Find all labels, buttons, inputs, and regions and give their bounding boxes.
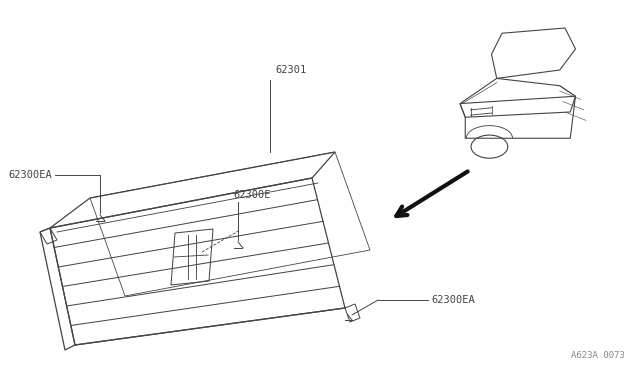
Text: A623A 0073: A623A 0073 xyxy=(572,351,625,360)
Text: 62300EA: 62300EA xyxy=(8,170,52,180)
Text: 62300E: 62300E xyxy=(233,190,271,200)
Text: 62301: 62301 xyxy=(275,65,307,75)
Text: 62300EA: 62300EA xyxy=(431,295,475,305)
